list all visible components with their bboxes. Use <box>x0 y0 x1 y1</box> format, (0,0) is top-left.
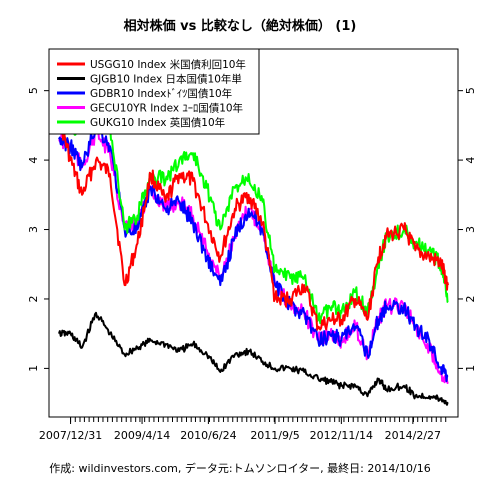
chart-title: 相対株価 vs 比較なし（絶対株価） (1) <box>124 18 357 34</box>
chart-footer: 作成: wildinvestors.com, データ元:トムソンロイター, 最終… <box>49 461 430 475</box>
y-tick-label-right-2: 2 <box>464 295 477 302</box>
y-tick-label-left-2: 2 <box>27 295 40 302</box>
x-tick-label-1: 2007/12/31 <box>39 429 102 442</box>
y-tick-label-left-1: 1 <box>27 365 40 372</box>
legend-label-4: GECU10YR Index ﾕｰﾛ国債10年 <box>90 102 243 115</box>
y-tick-label-right-3: 3 <box>464 226 477 233</box>
series-line-2 <box>58 311 449 406</box>
y-tick-label-right-5: 5 <box>464 87 477 94</box>
x-tick-label-6: 2014/2/27 <box>385 429 441 442</box>
y-tick-label-left-4: 4 <box>27 157 40 164</box>
x-tick-label-2: 2009/4/14 <box>114 429 170 442</box>
legend-label-2: GJGB10 Index 日本国債10年単 <box>90 73 242 86</box>
x-tick-label-5: 2012/11/14 <box>310 429 373 442</box>
x-tick-label-3: 2010/6/24 <box>180 429 236 442</box>
y-tick-label-right-4: 4 <box>464 157 477 164</box>
series-line-1 <box>58 118 449 331</box>
series-layer <box>58 82 449 406</box>
legend-items: USGG10 Index 米国債利回10年 GJGB10 Index 日本国債10… <box>57 58 246 129</box>
y-tick-label-right-1: 1 <box>464 365 477 372</box>
legend: USGG10 Index 米国債利回10年 GJGB10 Index 日本国債10… <box>48 48 260 135</box>
legend-label-1: USGG10 Index 米国債利回10年 <box>90 58 246 71</box>
legend-label-5: GUKG10 Index 英国債10年 <box>90 116 225 129</box>
y-tick-label-left-3: 3 <box>27 226 40 233</box>
legend-label-3: GDBR10 Indexﾄﾞｲﾂ国債10年 <box>90 87 232 100</box>
y-tick-label-left-5: 5 <box>27 87 40 94</box>
axes-layer: 1 1 2 2 3 3 4 4 5 5 2007/12/31 2009/4/14 2010/6/24 20… <box>27 87 477 442</box>
x-tick-label-4: 2011/9/5 <box>250 429 299 442</box>
